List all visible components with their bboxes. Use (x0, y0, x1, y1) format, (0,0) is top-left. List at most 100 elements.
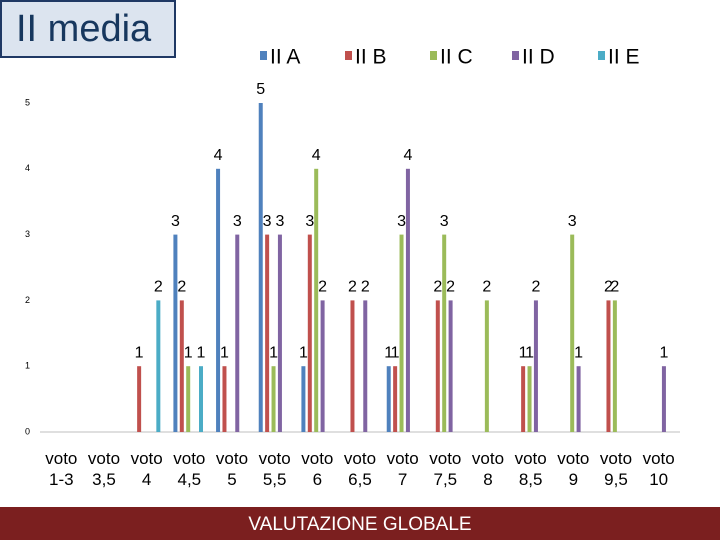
bar (216, 168, 221, 433)
data-label: 2 (348, 279, 357, 296)
data-label: 1 (220, 344, 229, 361)
bar (314, 168, 319, 433)
x-tick-label: voto 9,5 (599, 449, 633, 489)
legend-swatch (260, 51, 267, 60)
data-label: 2 (482, 279, 491, 296)
bar (235, 234, 240, 432)
x-tick-label: voto 9 (557, 449, 590, 489)
chart-title: II media (0, 0, 176, 58)
x-tick-label: voto 1-3 (45, 449, 78, 489)
bar (222, 366, 227, 432)
data-label: 1 (525, 344, 534, 361)
data-label: 1 (384, 344, 393, 361)
x-tick-label: voto 8,5 (514, 449, 547, 489)
x-tick-label: voto 7 (386, 449, 419, 489)
y-tick-label: 5 (25, 97, 30, 107)
bar (173, 234, 178, 432)
bar (521, 366, 526, 432)
legend-swatch (430, 51, 437, 60)
bar (576, 366, 581, 432)
bar (271, 366, 276, 432)
legend-label: II B (355, 46, 387, 69)
x-tick-label: voto 10 (642, 449, 675, 489)
data-label: 1 (269, 344, 278, 361)
legend-label: II E (608, 46, 640, 69)
bar (199, 366, 203, 432)
data-label: 1 (519, 344, 528, 361)
y-tick-label: 4 (25, 163, 30, 173)
data-label: 2 (361, 279, 370, 296)
data-label: 3 (440, 213, 449, 230)
x-tick-label: voto 4 (130, 449, 163, 489)
data-label: 2 (531, 279, 540, 296)
x-axis-title: VALUTAZIONE GLOBALE (0, 507, 720, 540)
bar (186, 366, 191, 432)
data-label: 2 (610, 279, 619, 296)
x-tick-label: voto 5 (215, 449, 249, 489)
bar (179, 300, 184, 432)
x-tick-label: voto 5,5 (258, 449, 291, 489)
x-tick-label: voto 4,5 (173, 449, 206, 489)
bar (484, 300, 489, 432)
data-label: 4 (214, 147, 223, 164)
bar (442, 234, 447, 432)
bar (350, 300, 355, 432)
data-label: 2 (177, 279, 186, 296)
bar (137, 366, 142, 432)
data-label: 1 (659, 344, 668, 361)
bar (661, 366, 666, 432)
data-label: 3 (263, 213, 272, 230)
data-label: 1 (299, 344, 308, 361)
data-label: 2 (154, 279, 163, 296)
bar (386, 366, 391, 432)
bar (448, 300, 453, 432)
data-label: 3 (305, 213, 314, 230)
y-tick-label: 1 (25, 361, 30, 371)
data-label: 3 (233, 213, 242, 230)
data-label: 1 (135, 344, 144, 361)
data-label: 2 (446, 279, 455, 296)
bar (320, 300, 325, 432)
bar (527, 366, 532, 432)
bar (301, 366, 306, 432)
legend-label: II A (270, 46, 300, 69)
bar (156, 300, 161, 432)
bar (405, 168, 410, 433)
data-label: 3 (275, 213, 284, 230)
legend-label: II C (440, 46, 473, 69)
bar (570, 234, 575, 432)
bar (393, 366, 398, 432)
legend-swatch (512, 51, 519, 60)
bar (277, 234, 282, 432)
x-tick-label: voto 7,5 (429, 449, 462, 489)
bar (265, 234, 270, 432)
bar (363, 300, 368, 432)
y-tick-label: 2 (25, 295, 30, 305)
data-label: 1 (391, 344, 400, 361)
bar (258, 103, 263, 432)
legend-label: II D (522, 46, 555, 69)
bar (533, 300, 538, 432)
data-label: 1 (184, 344, 193, 361)
bar (399, 234, 404, 432)
bar (612, 300, 617, 432)
data-label: 4 (403, 147, 412, 164)
x-tick-label: voto 3,5 (87, 449, 121, 489)
data-label: 2 (604, 279, 613, 296)
data-label: 3 (568, 213, 577, 230)
legend-swatch (598, 51, 605, 60)
bar (307, 234, 312, 432)
data-label: 2 (318, 279, 327, 296)
data-label: 5 (256, 81, 265, 98)
data-label: 1 (574, 344, 583, 361)
data-label: 1 (197, 344, 206, 361)
data-label: 4 (312, 147, 321, 164)
data-label: 3 (171, 213, 180, 230)
bar (606, 300, 611, 432)
x-tick-label: voto 8 (471, 449, 505, 489)
bar (435, 300, 440, 432)
y-tick-label: 3 (25, 229, 30, 239)
y-tick-label: 0 (25, 426, 30, 436)
x-tick-label: voto 6 (301, 449, 334, 489)
